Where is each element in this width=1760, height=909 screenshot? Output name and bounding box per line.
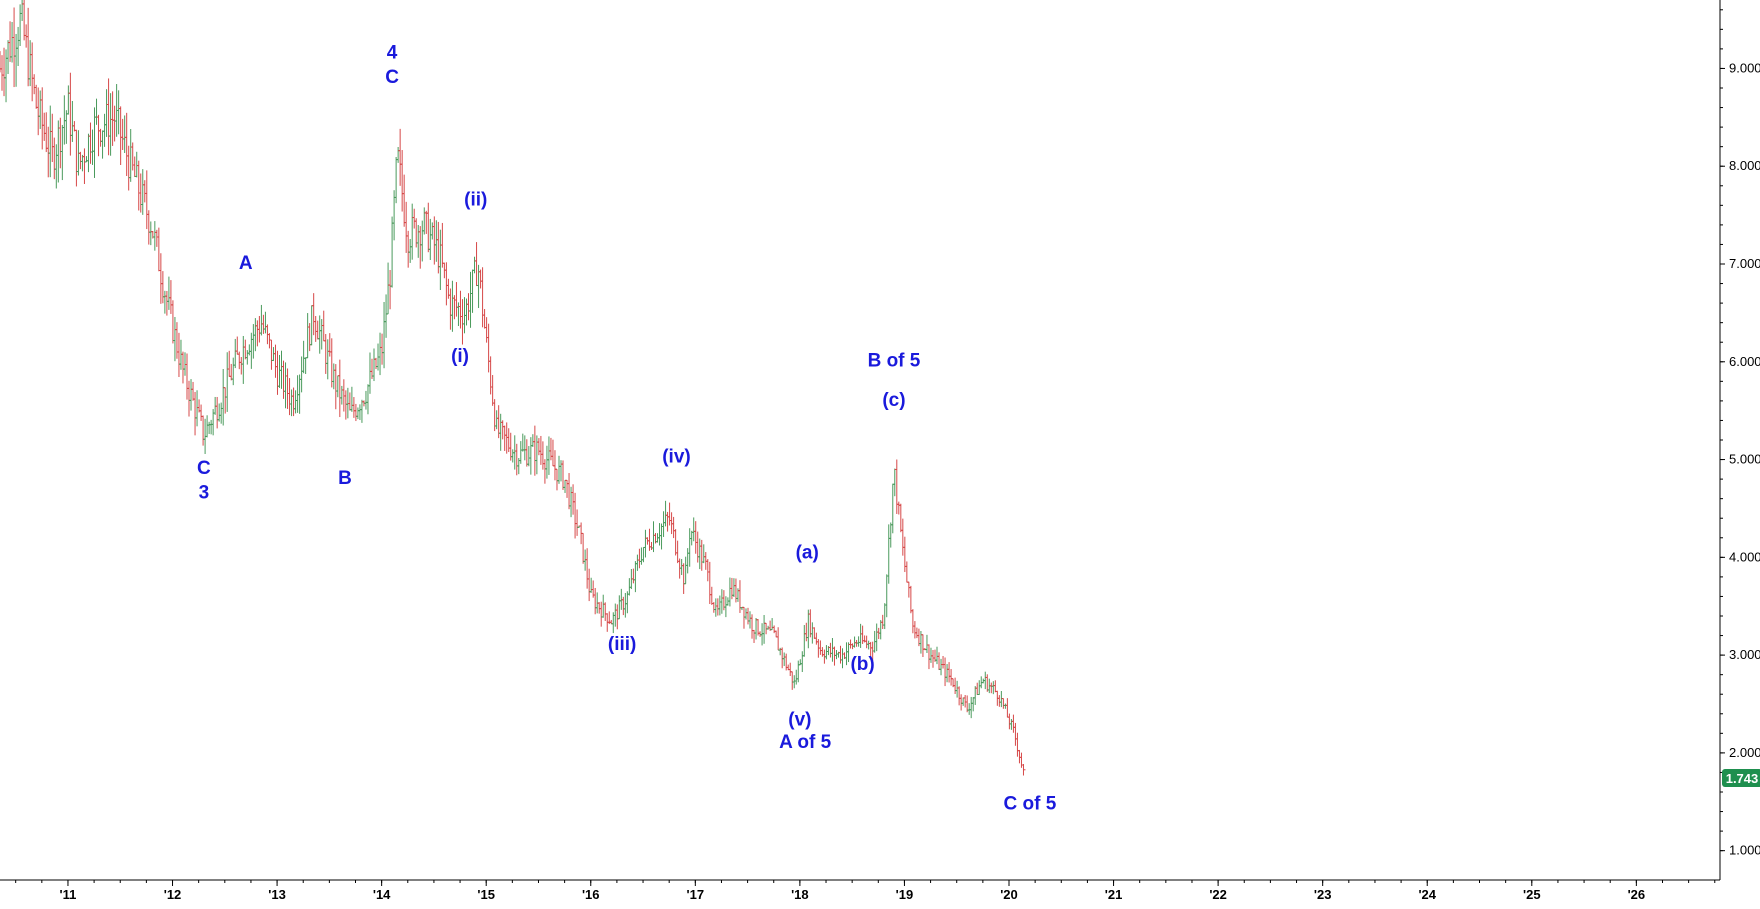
time-tick-label: '16 <box>582 887 600 902</box>
time-tick-label: '14 <box>373 887 391 902</box>
last-price-label: 1.743 <box>1726 771 1759 786</box>
wave-label: (a) <box>796 542 819 563</box>
time-tick-label: '24 <box>1418 887 1436 902</box>
wave-label: C <box>385 67 399 88</box>
time-tick-label: '25 <box>1523 887 1541 902</box>
ohlc-bar <box>1021 764 1026 776</box>
wave-labels: 4 C A (ii) (i) C 3 B B of 5 (c) (iv) (a) (iii) (b) (v)… <box>197 43 1057 815</box>
wave-label: (iii) <box>608 634 637 655</box>
time-tick-label: '12 <box>164 887 182 902</box>
wave-label: (ii) <box>464 189 487 210</box>
wave-label: 4 <box>387 43 398 64</box>
time-tick-label: '23 <box>1314 887 1332 902</box>
time-tick-label: '13 <box>268 887 286 902</box>
wave-label: A of 5 <box>779 732 832 753</box>
price-tick-label: 7.000 <box>1729 256 1760 271</box>
price-tick-label: 2.000 <box>1729 745 1760 760</box>
price-tick-label: 8.000 <box>1729 158 1760 173</box>
time-tick-label: '19 <box>896 887 914 902</box>
wave-label: B of 5 <box>868 351 921 372</box>
time-tick-label: '22 <box>1209 887 1227 902</box>
price-tick-label: 6.000 <box>1729 354 1760 369</box>
wave-label: (v) <box>788 710 811 731</box>
price-tick-label: 4.000 <box>1729 549 1760 564</box>
time-tick-label: '20 <box>1000 887 1018 902</box>
price-tick-label: 9.000 <box>1729 60 1760 75</box>
time-tick-label: '15 <box>477 887 495 902</box>
wave-label: B <box>338 468 352 489</box>
wave-label: 3 <box>199 483 210 504</box>
price-tick-label: 1.000 <box>1729 843 1760 858</box>
price-bars <box>0 0 1026 776</box>
wave-label: (i) <box>451 346 469 367</box>
time-tick-label: '11 <box>60 887 77 902</box>
last-price-tag: 1.743 <box>1722 769 1760 788</box>
time-tick-label: '17 <box>687 887 705 902</box>
wave-label: A <box>239 253 253 274</box>
time-tick-label: '26 <box>1628 887 1646 902</box>
time-tick-label: '21 <box>1105 887 1123 902</box>
time-axis: '11 '12 '13 '14 '15 '16 '17 '18 '19 '20 '21 '22 '23 '… <box>0 879 1720 902</box>
price-tick-label: 3.000 <box>1729 647 1760 662</box>
wave-label: (b) <box>850 654 874 675</box>
wave-label: (c) <box>882 390 905 411</box>
wave-label: C <box>197 458 211 479</box>
price-tick-label: 5.000 <box>1729 452 1760 467</box>
price-axis: 1.000 2.000 3.000 4.000 5.000 6.000 7.000 8.000… <box>1719 0 1760 880</box>
wave-label: C of 5 <box>1004 794 1057 815</box>
wave-label: (iv) <box>662 446 691 467</box>
time-tick-label: '18 <box>791 887 809 902</box>
